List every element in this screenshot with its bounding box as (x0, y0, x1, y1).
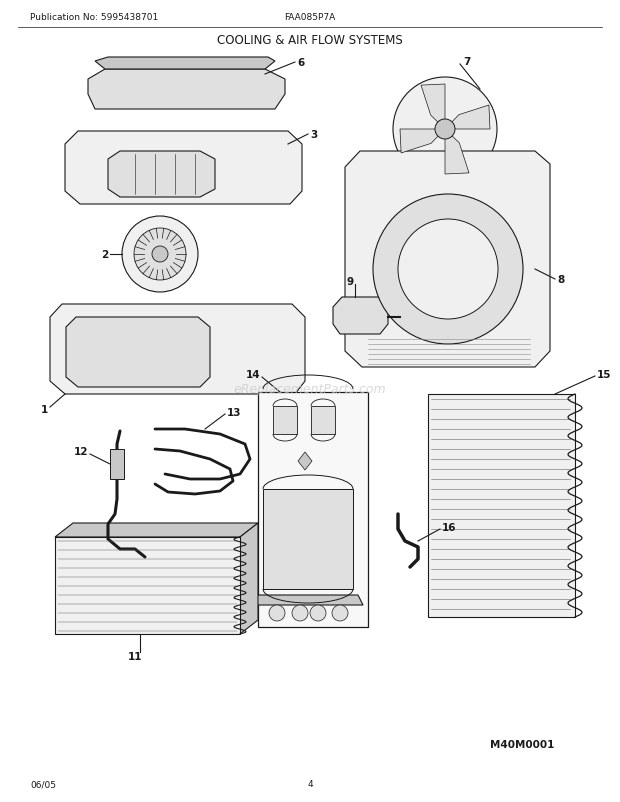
Bar (55, 537, 240, 634)
Bar (311, 407, 335, 435)
Text: 06/05: 06/05 (30, 780, 56, 788)
Text: 7: 7 (463, 57, 471, 67)
Polygon shape (333, 298, 388, 334)
Polygon shape (421, 85, 445, 130)
Polygon shape (108, 152, 215, 198)
Bar (110, 449, 124, 480)
Bar (428, 395, 575, 618)
Text: 3: 3 (310, 130, 317, 140)
Text: FAA085P7A: FAA085P7A (285, 14, 335, 22)
Circle shape (134, 229, 186, 281)
Text: 14: 14 (246, 370, 260, 379)
Polygon shape (95, 58, 275, 70)
Bar (258, 392, 368, 627)
Text: 16: 16 (442, 522, 456, 533)
Polygon shape (298, 452, 312, 471)
Text: 2: 2 (101, 249, 108, 260)
Circle shape (373, 195, 523, 345)
Polygon shape (253, 595, 363, 606)
Circle shape (393, 78, 497, 182)
Polygon shape (345, 152, 550, 367)
Circle shape (398, 220, 498, 320)
Polygon shape (445, 106, 490, 130)
Text: Publication No: 5995438701: Publication No: 5995438701 (30, 14, 158, 22)
Text: 11: 11 (128, 651, 142, 661)
Circle shape (122, 217, 198, 293)
Polygon shape (240, 524, 258, 634)
Text: COOLING & AIR FLOW SYSTEMS: COOLING & AIR FLOW SYSTEMS (217, 34, 403, 47)
Circle shape (435, 119, 455, 140)
Circle shape (292, 606, 308, 622)
Polygon shape (88, 70, 285, 110)
Text: 4: 4 (307, 780, 313, 788)
Bar (273, 407, 297, 435)
Circle shape (152, 247, 168, 263)
Polygon shape (65, 132, 302, 205)
Polygon shape (400, 130, 445, 154)
Text: 1: 1 (41, 404, 48, 415)
Polygon shape (66, 318, 210, 387)
Bar (263, 489, 353, 589)
Polygon shape (55, 524, 258, 537)
Circle shape (332, 606, 348, 622)
Text: 9: 9 (347, 277, 353, 286)
Text: eReplacementParts.com: eReplacementParts.com (234, 383, 386, 396)
Text: M40M0001: M40M0001 (490, 739, 554, 749)
Polygon shape (50, 305, 305, 395)
Polygon shape (445, 130, 469, 175)
Circle shape (310, 606, 326, 622)
Text: 15: 15 (597, 370, 611, 379)
Text: 8: 8 (557, 274, 564, 285)
Circle shape (269, 606, 285, 622)
Text: 13: 13 (227, 407, 242, 418)
Text: 12: 12 (74, 447, 88, 456)
Text: 6: 6 (297, 58, 304, 68)
